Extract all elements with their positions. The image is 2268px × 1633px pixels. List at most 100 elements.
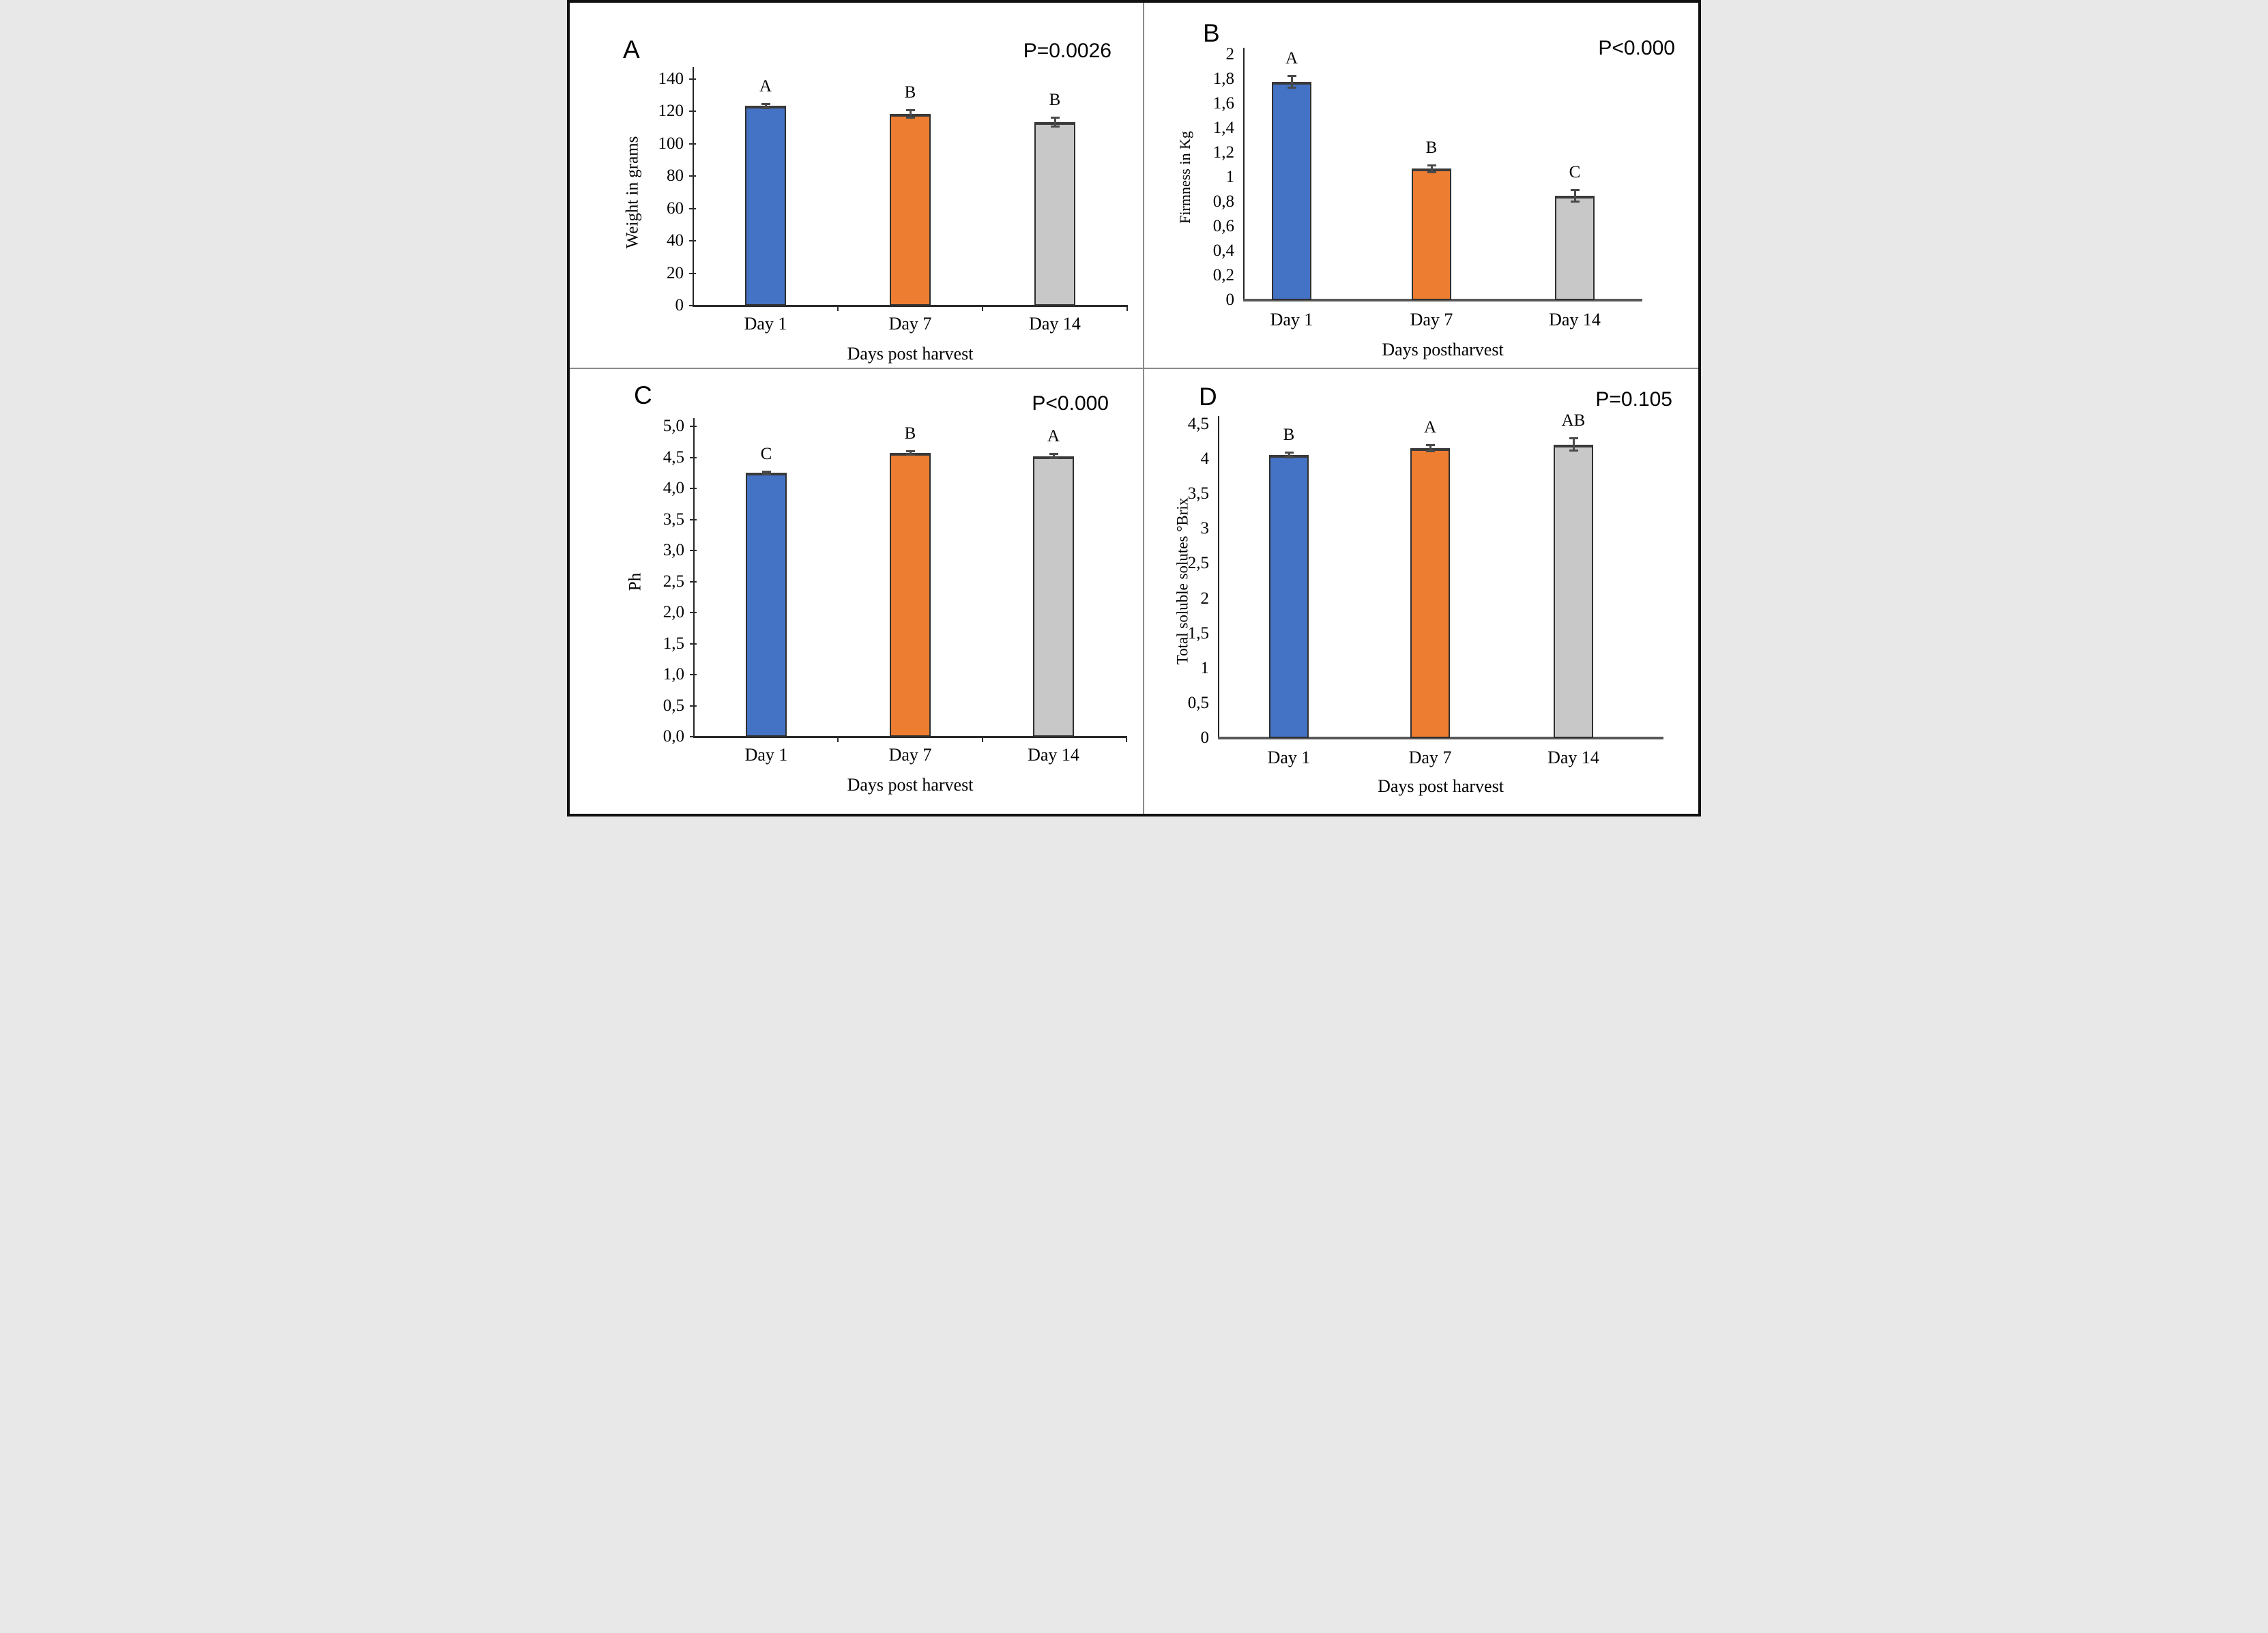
y-tick-mark: [690, 550, 697, 551]
x-axis-line: [693, 736, 1127, 738]
y-tick-label: 120: [658, 102, 684, 121]
y-axis-line: [1218, 416, 1219, 738]
panel-letter: D: [1199, 383, 1217, 411]
y-tick-label: 2,0: [663, 603, 684, 621]
y-tick-mark: [690, 674, 697, 675]
y-tick-mark: [689, 240, 696, 242]
error-bar-cap-top: [1569, 437, 1578, 440]
y-tick-mark: [690, 643, 697, 645]
y-tick-label: 1,5: [663, 634, 684, 653]
p-value-label: P=0.105: [1595, 388, 1672, 411]
y-tick-label: 0: [1225, 291, 1235, 309]
y-tick-mark: [690, 705, 697, 707]
four-panel-bar-figure: A P=0.0026 Weight in grams Days post har…: [567, 0, 1701, 816]
error-bar-cap-bottom: [1049, 457, 1058, 460]
x-tick-mark: [1126, 737, 1127, 742]
panel-b-firmness: B P<0.000 Firmness in Kg Days postharves…: [1144, 3, 1698, 369]
y-tick-label: 1: [1200, 658, 1210, 677]
error-bar: [1052, 454, 1055, 459]
y-tick-label: 2,5: [1187, 554, 1209, 573]
x-tick-mark: [837, 737, 839, 742]
category-label: Day 14: [1549, 310, 1601, 329]
y-tick-label: 100: [658, 134, 684, 153]
p-value-label: P=0.0026: [1023, 40, 1111, 62]
error-bar-cap-top: [1570, 189, 1580, 191]
y-tick-label: 1,2: [1212, 143, 1234, 162]
error-bar: [1429, 444, 1431, 452]
significance-letter: B: [1283, 425, 1295, 444]
significance-letter: A: [1285, 48, 1298, 68]
category-label: Day 14: [1029, 314, 1081, 334]
y-tick-label: 20: [667, 263, 684, 282]
error-bar-cap-top: [1049, 453, 1058, 456]
y-tick-label: 3,5: [1187, 484, 1209, 503]
error-bar-cap-top: [761, 470, 771, 473]
plot-area: 0 20 40 60 80 100 120 140 A Day 1 B Day 7 B Day 14: [658, 67, 1128, 333]
y-tick-label: 1: [1225, 168, 1235, 186]
error-bar: [1573, 190, 1576, 202]
significance-letter: A: [1047, 427, 1060, 446]
error-bar: [1288, 452, 1290, 458]
error-bar-cap-top: [1427, 164, 1436, 166]
error-bar: [764, 103, 767, 108]
error-bar: [909, 110, 912, 118]
y-tick-mark: [690, 518, 697, 520]
y-tick-label: 1,5: [1187, 623, 1209, 643]
y-tick-label: 2: [1200, 589, 1210, 608]
y-tick-label: 2,5: [663, 572, 684, 591]
bar: [1412, 168, 1451, 300]
panel-letter: B: [1203, 19, 1220, 47]
error-bar-cap-bottom: [905, 453, 915, 456]
x-tick-mark: [837, 306, 839, 311]
panel-a-weight: A P=0.0026 Weight in grams Days post har…: [570, 3, 1144, 369]
y-tick-label: 0,6: [1212, 217, 1234, 235]
error-bar-cap-bottom: [761, 473, 771, 475]
category-label: Day 7: [1408, 748, 1452, 767]
error-bar-cap-top: [905, 109, 915, 112]
error-bar-cap-bottom: [1427, 171, 1436, 173]
y-axis-line: [1243, 48, 1245, 300]
y-tick-mark: [689, 78, 696, 80]
y-tick-mark: [689, 272, 696, 274]
y-tick-mark: [690, 456, 697, 458]
bar: [1034, 121, 1075, 306]
x-tick-mark: [981, 737, 983, 742]
y-tick-mark: [689, 207, 696, 209]
x-axis-line: [1218, 737, 1663, 739]
error-bar-cap-top: [1284, 451, 1294, 454]
significance-letter: B: [1425, 138, 1438, 157]
y-tick-label: 4,0: [663, 479, 684, 497]
x-axis-title: Days post harvest: [1378, 776, 1504, 796]
y-tick-label: 0: [675, 296, 684, 314]
error-bar-cap-bottom: [905, 116, 915, 119]
error-bar-cap-bottom: [1425, 450, 1435, 452]
y-tick-mark: [690, 612, 697, 613]
y-tick-label: 0,5: [663, 696, 684, 715]
y-tick-label: 4,5: [1187, 415, 1209, 433]
panel-letter: A: [623, 35, 640, 63]
bar: [746, 473, 787, 737]
error-bar-cap-bottom: [1050, 125, 1060, 128]
y-tick-label: 0,5: [1187, 693, 1209, 712]
panel-c-ph: C P<0.000 Ph Days post harvest 0,0 0,5 1,0…: [570, 369, 1144, 814]
error-bar: [1053, 117, 1056, 127]
y-tick-label: 4: [1200, 450, 1210, 469]
significance-letter: B: [1049, 90, 1061, 109]
plot-area: 0 0,2 0,4 0,6 0,8 1 1,2 1,4 1,6 1,8 2 A Day 1 B Day 7 C…: [1213, 46, 1642, 329]
significance-letter: B: [904, 83, 916, 102]
y-tick-label: 0,2: [1212, 266, 1234, 284]
y-tick-mark: [690, 426, 697, 427]
category-label: Day 1: [1270, 310, 1313, 329]
y-tick-mark: [690, 580, 697, 583]
category-label: Day 1: [744, 745, 788, 765]
error-bar: [909, 451, 912, 455]
y-tick-label: 140: [658, 70, 684, 88]
y-axis-line: [693, 418, 695, 737]
x-axis-line: [1243, 299, 1642, 301]
y-tick-label: 0: [1200, 729, 1210, 747]
category-label: Day 1: [744, 314, 787, 334]
error-bar: [765, 471, 768, 475]
bar: [890, 453, 931, 737]
significance-letter: AB: [1561, 411, 1586, 430]
error-bar-cap-bottom: [1570, 201, 1580, 203]
